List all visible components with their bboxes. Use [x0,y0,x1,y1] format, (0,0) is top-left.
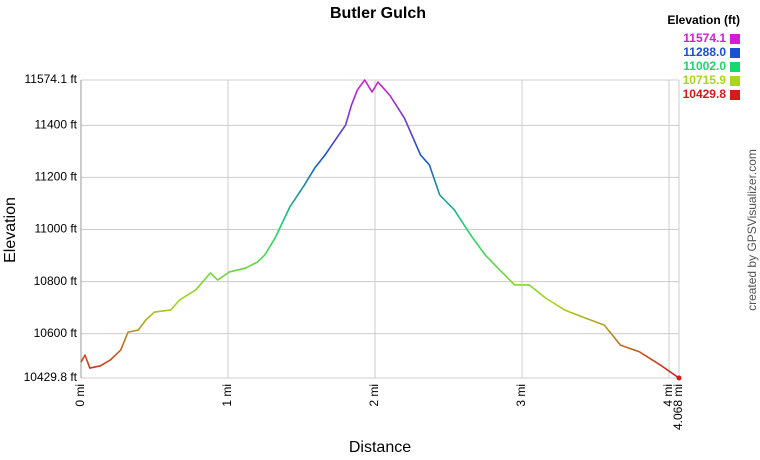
legend-label: 11574.1 [683,31,726,45]
x-tick-label: 4.068 mi [671,384,685,430]
x-tick-label: 2 mi [367,384,381,407]
legend-label: 11002.0 [683,59,726,73]
y-tick-label: 10600 ft [34,326,78,340]
credit: created by GPSVisualizer.com [745,149,759,311]
x-tick-label: 1 mi [220,384,234,407]
y-tick-label: 11000 ft [35,222,78,236]
end-point [676,375,682,381]
x-tick-label: 0 mi [73,384,87,407]
legend-swatch [730,34,740,44]
y-tick-label: 10429.8 ft [24,370,78,384]
legend-label: 10715.9 [683,73,727,87]
y-axis-label: Elevation [2,197,19,263]
legend-swatch [730,62,740,72]
legend-swatch [730,90,740,100]
legend-label: 11288.0 [683,45,726,59]
y-tick-label: 10800 ft [34,274,78,288]
x-tick-label: 3 mi [514,384,528,407]
legend-swatch [730,76,740,86]
y-tick-label: 11200 ft [35,170,78,184]
x-tick-label: 4 mi [661,384,675,407]
legend-title: Elevation (ft) [667,13,740,27]
y-tick-label: 11574.1 ft [25,72,78,86]
legend-swatch [730,48,740,58]
y-tick-label: 11400 ft [35,118,78,132]
chart-title: Butler Gulch [330,5,426,22]
elevation-line [80,79,680,379]
legend-label: 10429.8 [683,87,727,101]
x-axis-label: Distance [349,439,411,456]
